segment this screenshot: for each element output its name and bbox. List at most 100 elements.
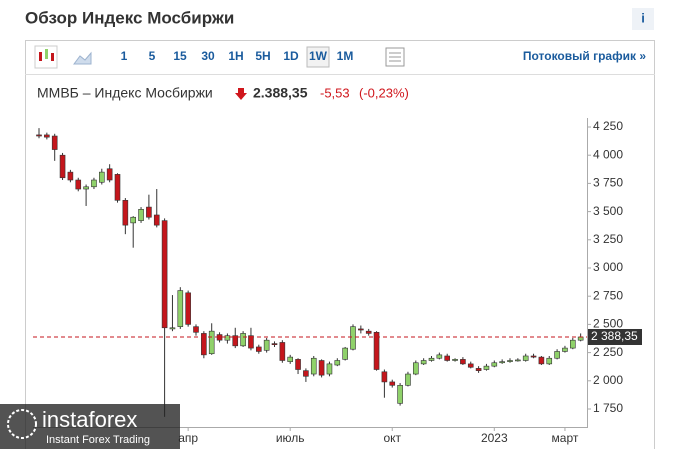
candle-icon[interactable]: [34, 45, 58, 69]
interval-button[interactable]: 1H: [228, 49, 243, 63]
candle-body: [185, 292, 191, 325]
area-icon[interactable]: [73, 51, 92, 65]
y-tick-label: 4 000: [593, 147, 623, 161]
candle-body: [428, 357, 435, 361]
y-tick-label: 2 500: [593, 317, 623, 331]
candle-body: [248, 335, 254, 349]
quote-change: -5,53: [320, 85, 350, 100]
settings-icon[interactable]: [385, 47, 405, 67]
candle-body: [562, 347, 568, 352]
candle-body: [193, 326, 199, 333]
candle-body: [75, 179, 82, 190]
interval-button[interactable]: 30: [201, 49, 215, 63]
candle-body: [467, 363, 474, 368]
last-price-label: 2 388,35: [591, 329, 638, 343]
candle-body: [287, 356, 294, 362]
candle-body: [569, 339, 576, 349]
candle-body: [303, 370, 309, 377]
candle-body: [51, 135, 58, 150]
candle-body: [67, 171, 74, 181]
candle-body: [153, 214, 160, 226]
stream-link[interactable]: Потоковый график »: [523, 49, 646, 63]
candle-body: [146, 206, 152, 218]
candle-body: [91, 179, 97, 188]
candle-body: [350, 326, 356, 350]
candle-body: [358, 328, 364, 331]
candle-body: [326, 363, 333, 375]
candle-body: [420, 360, 427, 365]
watermark-bg: [0, 404, 180, 449]
x-tick-label: апр: [178, 431, 198, 445]
candle-body: [240, 333, 246, 347]
candle-body: [224, 335, 231, 341]
candle-body: [412, 362, 419, 375]
candle-body: [106, 168, 113, 181]
candle-body: [522, 355, 529, 361]
candle-body: [201, 333, 207, 356]
interval-bar: 1 5 15 30 1H 5H 1D 1W 1M: [121, 46, 354, 68]
candle-body: [436, 354, 443, 359]
info-icon[interactable]: i: [641, 10, 645, 25]
candle-body: [138, 209, 144, 221]
candle-body: [271, 343, 278, 346]
candle-body: [279, 342, 286, 361]
candle-body: [59, 154, 66, 179]
chart-frame: [25, 40, 655, 449]
candle-body: [365, 330, 372, 334]
interval-button[interactable]: 15: [173, 49, 187, 63]
x-tick-label: июль: [276, 431, 305, 445]
interval-button[interactable]: 1W: [309, 49, 328, 63]
active-interval: [306, 46, 330, 68]
y-tick-label: 4 250: [593, 119, 623, 133]
x-tick-label: март: [552, 431, 579, 445]
watermark-brand: instaforex: [42, 407, 137, 432]
last-price-box: [588, 328, 642, 345]
quote-name: ММВБ – Индекс Мосбиржи: [37, 85, 213, 101]
candle-body: [405, 373, 411, 386]
x-tick-label: окт: [383, 431, 401, 445]
quote-price: 2.388,35: [253, 85, 308, 101]
y-tick-label: 2 250: [593, 345, 623, 359]
candle-body: [83, 186, 89, 190]
candle-body: [177, 290, 184, 327]
candle-body: [381, 371, 388, 383]
candle-body: [546, 357, 553, 365]
y-tick-label: 3 250: [593, 232, 623, 246]
y-tick-label: 2 750: [593, 288, 623, 302]
interval-button[interactable]: 1D: [283, 49, 299, 63]
candle-body: [130, 216, 136, 224]
widget-title: Обзор Индекс Мосбиржи: [25, 8, 234, 27]
quote-change-pct: (-0,23%): [359, 85, 409, 100]
candle-body: [232, 335, 239, 347]
candle-body: [318, 360, 325, 376]
candle-body: [342, 347, 348, 360]
y-tick-label: 2 000: [593, 373, 623, 387]
candle-body: [460, 359, 466, 365]
watermark-tagline: Instant Forex Trading: [46, 434, 150, 446]
candle-body: [114, 174, 121, 201]
interval-button[interactable]: 1: [121, 49, 128, 63]
candle-body: [295, 359, 301, 370]
y-tick-label: 3 500: [593, 204, 623, 218]
candle-body: [483, 365, 490, 370]
x-tick-label: 2023: [481, 431, 508, 445]
candle-body: [99, 171, 105, 183]
candle-body: [452, 359, 458, 361]
candle-body: [397, 385, 403, 404]
down-arrow: [235, 88, 247, 100]
interval-button[interactable]: 1M: [337, 49, 354, 63]
plot: 1 750 2 000 2 250 2 500 2 750 3 000 3 250 3 500…: [33, 119, 642, 445]
interval-button[interactable]: 5H: [255, 49, 270, 63]
candle-body: [208, 330, 215, 355]
info-button[interactable]: [632, 8, 654, 30]
candle-body: [507, 360, 513, 362]
candle-body: [389, 381, 396, 386]
interval-button[interactable]: 5: [149, 49, 156, 63]
candle-body: [499, 361, 505, 364]
candle-body: [538, 356, 545, 365]
candle-body: [310, 357, 317, 375]
candle-body: [334, 360, 341, 366]
candle-body: [475, 368, 482, 371]
candle-body: [373, 331, 380, 370]
candle-body: [444, 355, 451, 361]
